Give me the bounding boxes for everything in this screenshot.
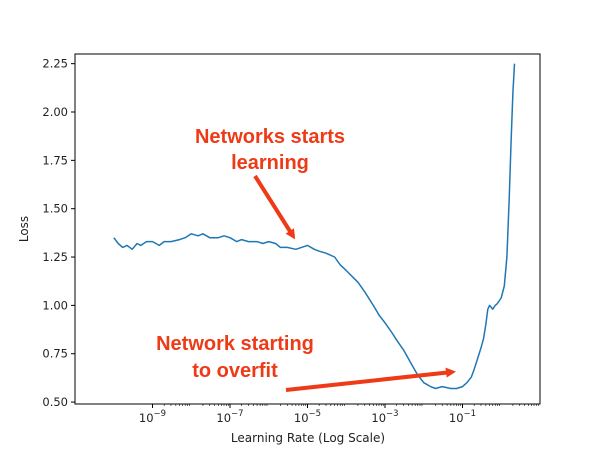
annotation-learning-arrow xyxy=(253,174,296,240)
x-tick-label: 10−3 xyxy=(371,409,398,425)
y-tick-label: 2.00 xyxy=(42,105,68,119)
y-tick-label: 1.50 xyxy=(42,202,68,216)
y-tick-label: 2.25 xyxy=(42,57,68,71)
annotation-overfit: Network starting to overfit xyxy=(156,333,456,392)
x-tick-label: 10−1 xyxy=(449,409,476,425)
y-tick-label: 1.75 xyxy=(42,153,68,167)
annotation-learning-line-2: learning xyxy=(231,152,309,174)
annotation-learning-line-1: Networks starts xyxy=(195,126,345,148)
x-tick-label: 10−9 xyxy=(139,409,166,425)
annotation-overfit-arrow xyxy=(285,367,456,392)
y-axis-label: Loss xyxy=(17,216,31,242)
y-axis-ticks: 0.50 0.75 1.00 1.25 1.50 1.75 2.00 2.25 xyxy=(42,57,75,409)
x-axis-ticks: 10−9 10−7 10−5 10−3 10−1 xyxy=(139,404,539,425)
y-tick-label: 0.50 xyxy=(42,395,68,409)
annotation-overfit-line-1: Network starting xyxy=(156,333,314,355)
x-tick-label: 10−5 xyxy=(294,409,321,425)
loss-curve xyxy=(113,63,516,390)
annotation-overfit-line-2: to overfit xyxy=(192,360,278,382)
annotation-learning: Networks starts learning xyxy=(195,126,345,240)
y-tick-label: 1.00 xyxy=(42,298,68,312)
x-axis-label: Learning Rate (Log Scale) xyxy=(231,431,385,445)
y-tick-label: 1.25 xyxy=(42,250,68,264)
x-tick-label: 10−7 xyxy=(216,409,243,425)
y-tick-label: 0.75 xyxy=(42,347,68,361)
